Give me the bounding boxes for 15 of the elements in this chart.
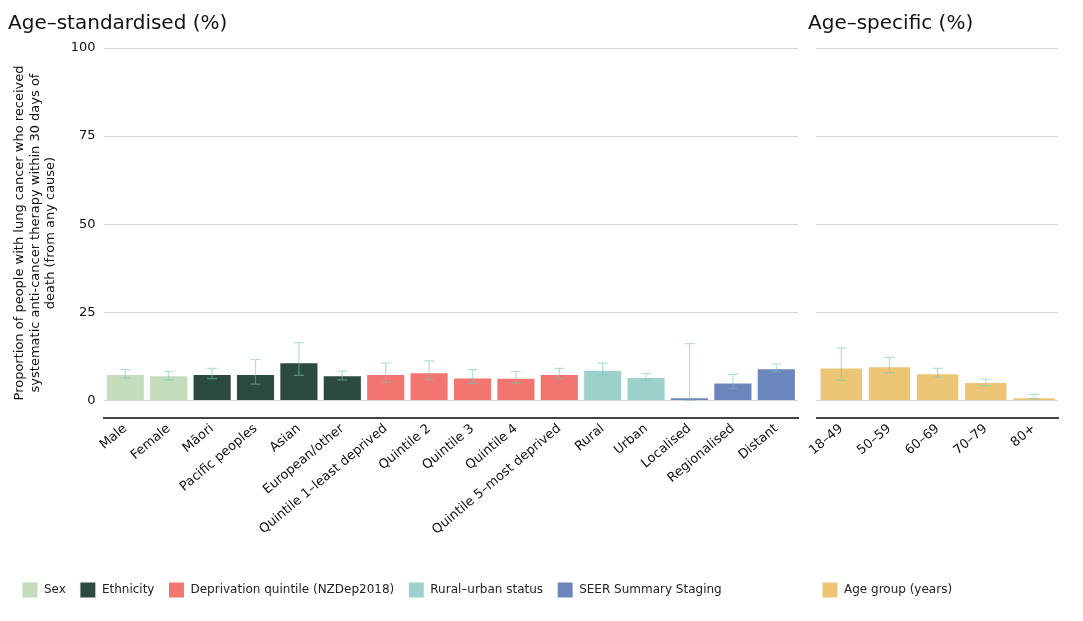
x-tick-label: 80+: [1007, 420, 1039, 450]
legend-label: Deprivation quintile (NZDep2018): [190, 582, 395, 597]
chart-title: Age–specific (%): [808, 10, 974, 35]
legend-label: Ethnicity: [101, 582, 155, 597]
chart-title: Age–standardised (%): [8, 10, 228, 35]
y-tick-label: 0: [87, 391, 96, 407]
y-axis-title: Proportion of people with lung cancer who received systematic anti-cancer therapy within 30 days of death (from any cause): [11, 65, 58, 401]
y-tick-label: 25: [79, 303, 96, 319]
y-tick-label: 50: [79, 215, 96, 231]
y-tick-label: 100: [70, 39, 96, 55]
legend-label: Rural–urban status: [430, 582, 544, 597]
legend-label: SEER Summary Staging: [579, 582, 722, 597]
legend-label: Sex: [44, 582, 66, 597]
y-tick-label: 75: [79, 127, 96, 143]
legend-label: Age group (years): [844, 582, 953, 597]
